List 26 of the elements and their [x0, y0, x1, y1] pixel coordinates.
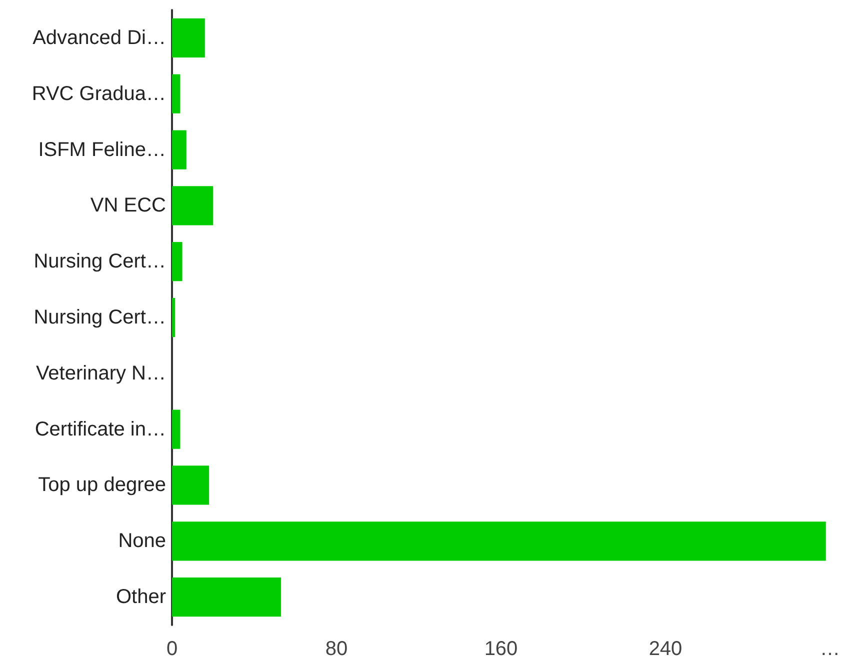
y-tick-label: Advanced Di… [32, 26, 166, 49]
y-tick-label: Nursing Cert… [34, 250, 166, 273]
y-tick-label: Top up degree [38, 474, 166, 496]
bar [172, 522, 826, 561]
y-tick-label: Certificate in… [34, 418, 166, 440]
bar [172, 298, 176, 338]
y-tick-label: Veterinary N… [36, 362, 166, 384]
x-tick-label: 160 [484, 638, 518, 660]
bar [172, 18, 205, 58]
bar [172, 410, 180, 449]
x-tick-label: 80 [325, 638, 348, 660]
y-tick-label: RVC Gradua… [32, 82, 166, 105]
bar [172, 186, 214, 226]
x-tick-label: 240 [648, 638, 682, 660]
x-tick-label: 0 [166, 638, 178, 660]
x-tick-label: … [820, 638, 840, 660]
y-tick-label: Nursing Cert… [34, 306, 166, 328]
y-tick-label: ISFM Feline… [38, 138, 166, 161]
bar [172, 74, 180, 114]
bar [172, 577, 281, 617]
y-tick-label: None [118, 530, 166, 552]
bar [172, 130, 186, 170]
y-tick-label: Other [116, 586, 166, 608]
bar [172, 466, 210, 505]
y-tick-label: VN ECC [90, 194, 166, 217]
bar [172, 242, 182, 282]
